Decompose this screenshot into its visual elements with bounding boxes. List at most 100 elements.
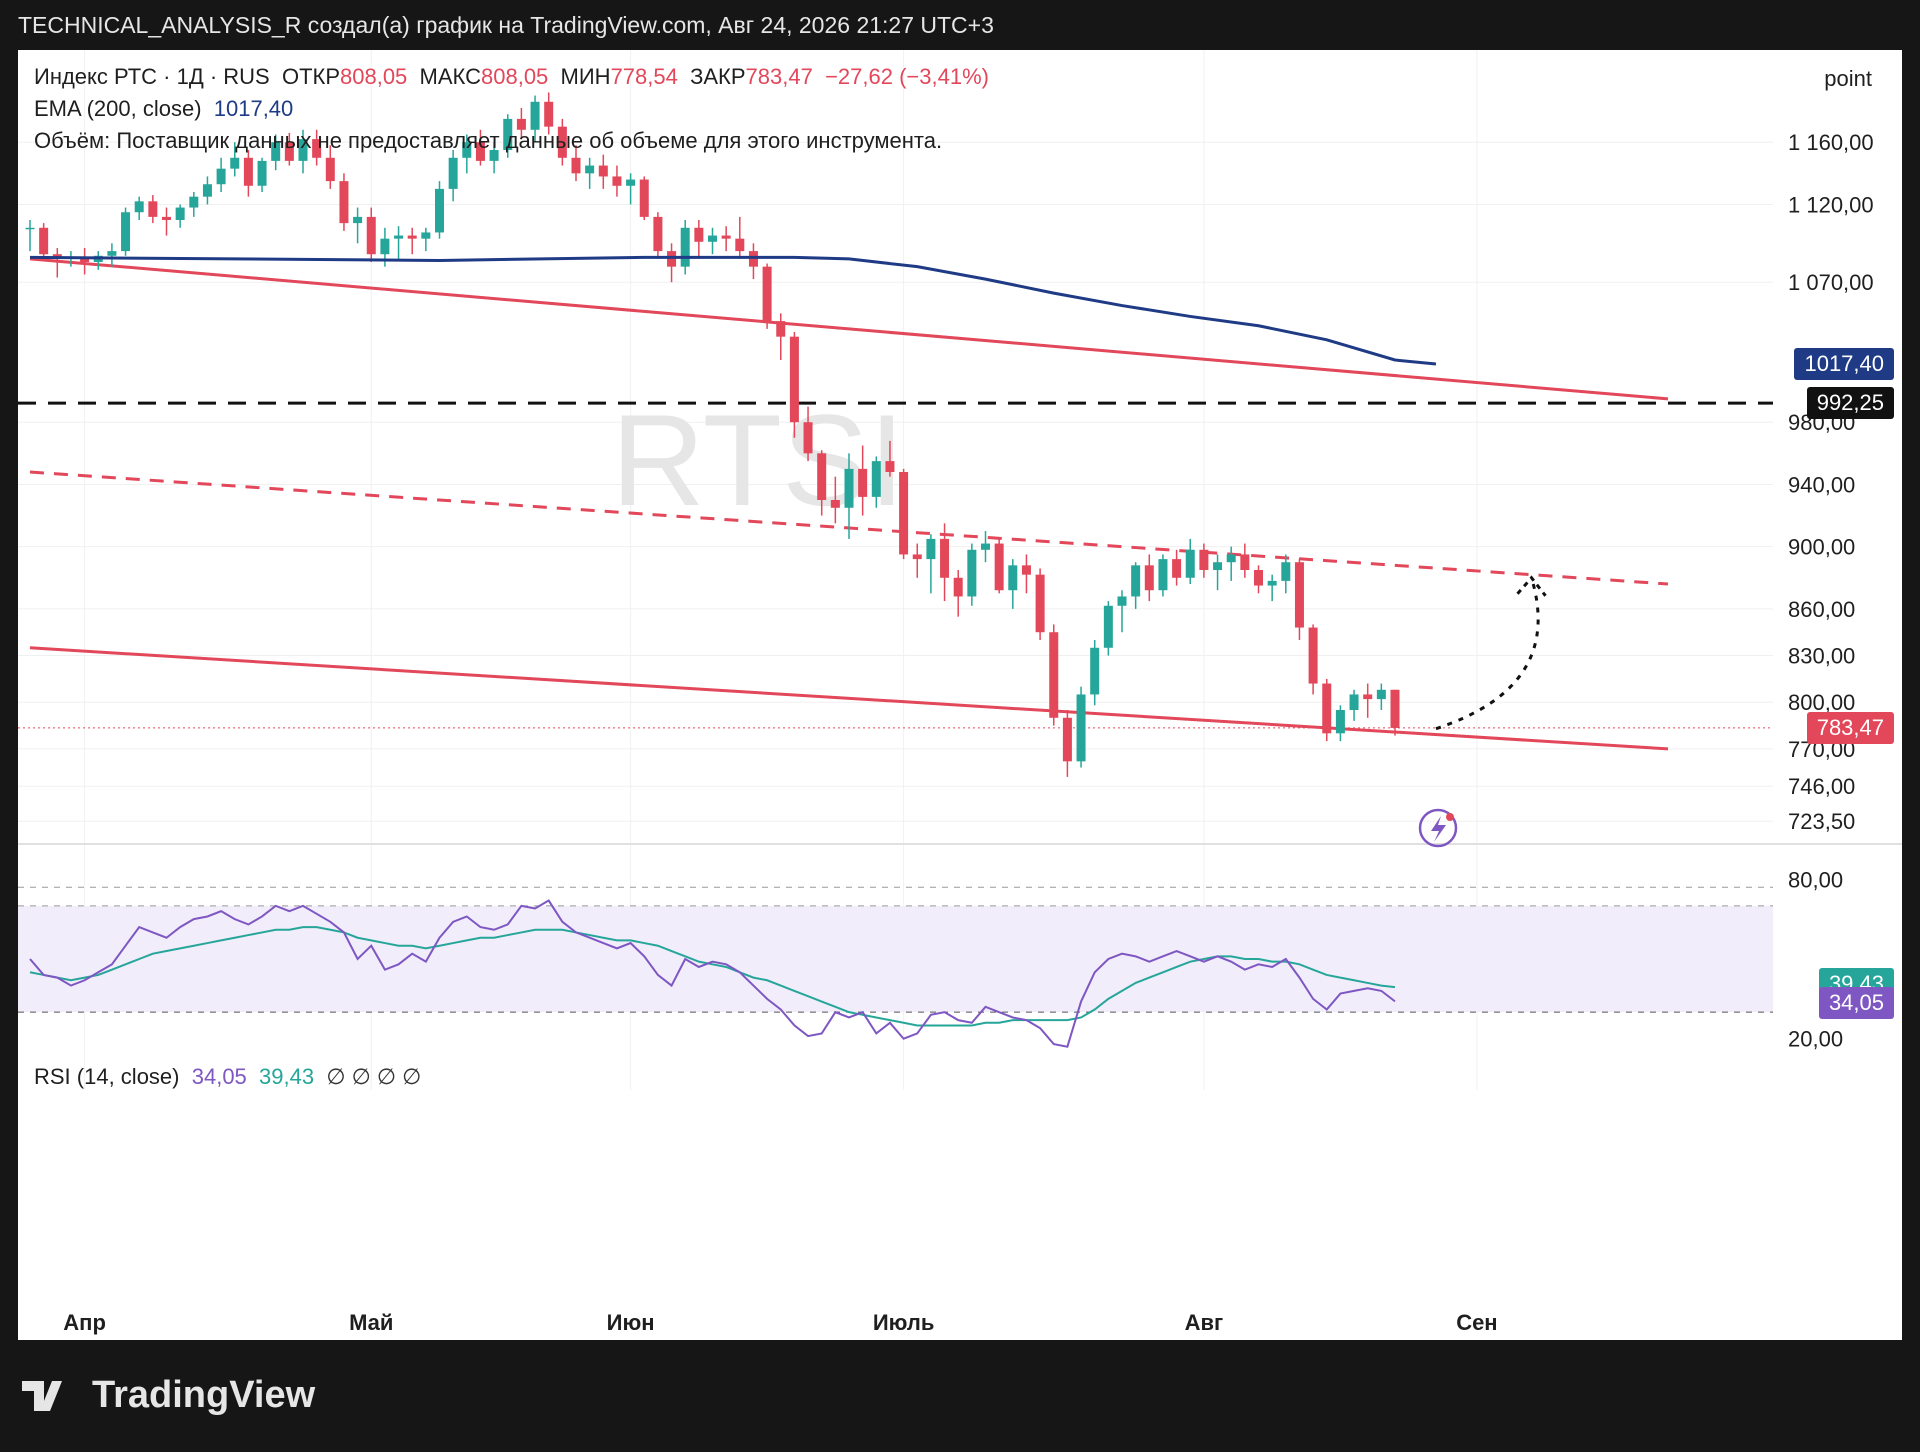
time-tick-label: Авг: [1185, 1310, 1224, 1335]
candle-body: [803, 422, 813, 454]
candle-body: [243, 157, 253, 186]
candle-body: [189, 196, 199, 208]
candle-body: [776, 321, 786, 337]
candle-body: [885, 461, 895, 472]
candle-body: [435, 188, 444, 233]
candle-body: [1240, 554, 1250, 570]
candle-body: [462, 142, 472, 158]
price-tick-label: 860,00: [1788, 597, 1855, 622]
candle-body: [1185, 549, 1195, 578]
candle-body: [1267, 580, 1277, 586]
candle-body: [1035, 574, 1045, 633]
candle-body: [312, 139, 322, 158]
tradingview-footer[interactable]: TradingView: [22, 1374, 315, 1417]
price-scale-unit[interactable]: point: [1824, 66, 1872, 91]
candle-body: [380, 238, 390, 255]
candle-body: [1213, 562, 1223, 570]
tradingview-logo-icon: [22, 1380, 62, 1411]
time-tick-label: Июн: [607, 1310, 655, 1335]
candle-body: [1363, 694, 1373, 700]
candle-body: [202, 184, 212, 197]
candle-body: [1308, 627, 1318, 684]
candle-body: [544, 101, 554, 127]
upper-trendline: [29, 257, 1669, 401]
lower-trendline: [29, 646, 1669, 751]
price-tick-label: 746,00: [1788, 774, 1855, 799]
candle-body: [475, 142, 485, 161]
candle-body: [1062, 717, 1072, 762]
rsi-tick-label: 20,00: [1788, 1027, 1843, 1052]
time-tick-label: Май: [349, 1310, 393, 1335]
close-value: 783,47: [745, 64, 813, 89]
rsi-line: [29, 899, 1396, 1048]
candle-body: [871, 461, 881, 497]
candle-body: [762, 266, 772, 322]
low-value: 778,54: [610, 64, 678, 89]
rsi-ma-line: [29, 926, 1396, 1027]
candle-body: [216, 168, 226, 185]
candle-body: [830, 500, 840, 508]
chart-author-header: TECHNICAL_ANALYSIS_R создал(а) график на…: [18, 12, 994, 38]
alert-bolt-glyph: [1431, 816, 1446, 842]
candle-body: [680, 227, 690, 267]
candle-body: [967, 549, 977, 597]
candle-body: [25, 227, 35, 230]
price-tick-label: 1 070,00: [1788, 270, 1874, 295]
price-tick-label: 1 120,00: [1788, 192, 1874, 217]
candle-body: [653, 216, 663, 252]
candle-body: [708, 235, 717, 242]
candle-body: [858, 468, 868, 497]
change-value: −27,62 (−3,41%): [825, 64, 989, 89]
chart-panel[interactable]: RTSI 1 160,00 1 120,00 1 070,00 980,00 940,00…: [18, 50, 1902, 1340]
candle-body: [817, 453, 827, 500]
watermark-text: RTSI: [611, 387, 905, 533]
candle-body: [148, 201, 158, 217]
candle-body: [667, 251, 677, 267]
ema-line: [29, 255, 1437, 366]
ema-legend[interactable]: EMA (200, close) 1017,40: [34, 96, 293, 122]
candle-body: [694, 227, 704, 242]
candle-body: [366, 216, 376, 255]
candle-body: [1390, 689, 1400, 728]
alert-dot: [1446, 813, 1454, 821]
candle-body: [394, 235, 404, 239]
candle-body: [926, 538, 936, 560]
candle-body: [1117, 596, 1127, 606]
ema-label: EMA (200, close): [34, 96, 202, 121]
open-label: ОТКР: [281, 64, 340, 89]
candle-body: [1049, 632, 1059, 718]
forecast-arrow: [1435, 577, 1540, 731]
candle-body: [1199, 549, 1209, 570]
candle-body: [735, 238, 745, 252]
candle-body: [571, 157, 581, 174]
rsi-settings-icons[interactable]: ∅ ∅ ∅ ∅: [326, 1064, 422, 1089]
candle-body: [489, 150, 499, 161]
candle-body: [1294, 562, 1304, 628]
candle-body: [162, 216, 171, 220]
candle-body: [175, 207, 185, 220]
candle-body: [257, 160, 267, 186]
alert-bolt-icon: [1418, 808, 1458, 848]
close-price-tag: 783,47: [1806, 711, 1894, 744]
symbol-name[interactable]: Индекс РТС · 1Д · RUS: [34, 64, 270, 89]
candle-body: [940, 538, 950, 578]
candle-body: [557, 126, 567, 158]
candle-body: [721, 235, 731, 239]
forecast-arrowhead: [1516, 575, 1547, 597]
candle-body: [134, 201, 144, 213]
candle-body: [503, 118, 513, 150]
high-label: МАКС: [419, 64, 481, 89]
candle-body: [448, 157, 458, 189]
candle-body: [284, 142, 294, 161]
candle-body: [1322, 683, 1332, 734]
ema-value: 1017,40: [213, 96, 294, 121]
candle-body: [844, 468, 854, 508]
candle-body: [1281, 562, 1291, 581]
price-tick-label: 900,00: [1788, 535, 1855, 560]
rsi-legend[interactable]: RSI (14, close) 34,05 39,43 ∅ ∅ ∅ ∅: [34, 1064, 421, 1090]
candle-body: [271, 142, 281, 161]
candle-body: [639, 179, 649, 217]
volume-legend: Объём: Поставщик данных не предоставляет…: [34, 128, 943, 153]
candle-body: [598, 165, 608, 177]
